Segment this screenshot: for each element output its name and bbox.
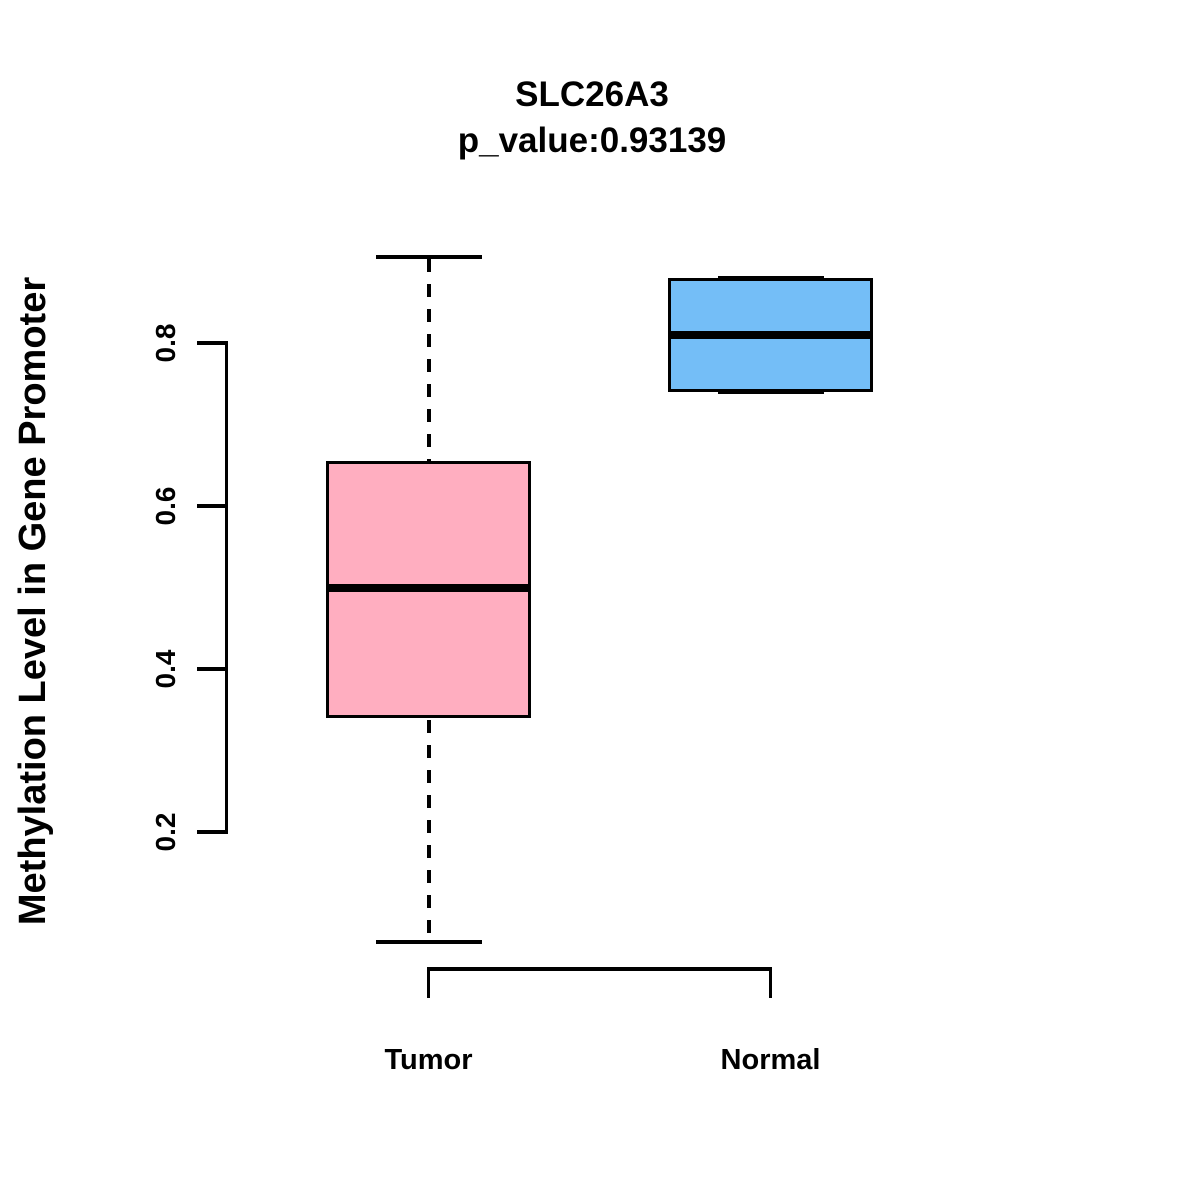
y-tick-label: 0.6 [150,486,181,526]
y-tick-label: 0.4 [150,649,181,689]
tumor-upper-whisker-cap [375,255,482,260]
tumor-lower-whisker-line [426,719,431,943]
chart-title: SLC26A3 [515,75,669,114]
y-axis-line [224,341,228,834]
y-tick-label: 0.2 [150,812,181,852]
tumor-upper-whisker-line [426,259,431,462]
y-axis-tick [196,830,225,834]
x-axis-line [426,967,773,971]
category-label-tumor: Tumor [384,1044,473,1076]
y-axis-tick [196,504,225,508]
y-tick-label: 0.8 [150,323,181,363]
tumor-lower-whisker-cap [375,940,482,945]
x-axis-tick [768,969,773,998]
category-label-normal: Normal [720,1044,821,1076]
chart-title-block: SLC26A3 p_value:0.93139 [92,72,1092,164]
y-axis-tick [196,341,225,345]
tumor-median-line [326,583,531,592]
y-axis-tick [196,667,225,671]
y-axis-title: Methylation Level in Gene Promoter [11,276,54,926]
normal-lower-whisker-cap [717,389,824,394]
normal-median-line [668,330,873,339]
p-value-subtitle: p_value:0.93139 [457,121,727,160]
x-axis-tick [426,969,431,998]
